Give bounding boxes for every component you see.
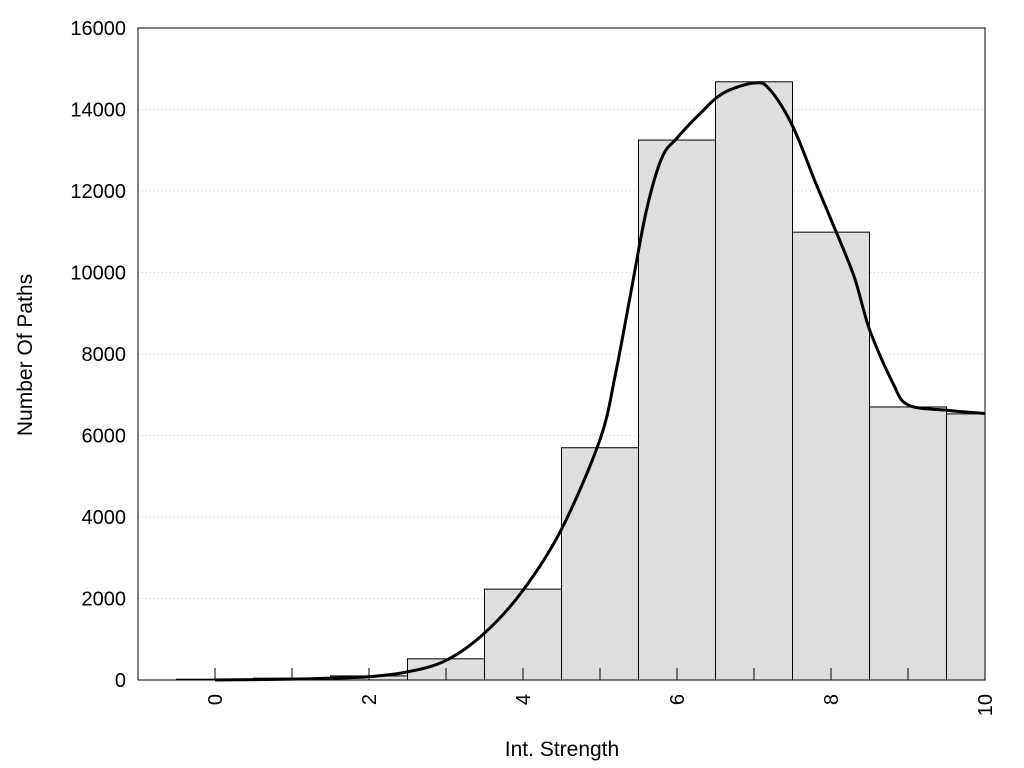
curves — [214, 81, 986, 682]
x-tick-label: 8 — [821, 694, 843, 705]
x-tick-label: 6 — [667, 694, 689, 705]
histogram-bar — [792, 231, 870, 681]
y-tick-label: 6000 — [82, 426, 127, 448]
histogram-bar — [561, 447, 639, 681]
plot-border — [137, 27, 986, 681]
plot-frame — [137, 27, 986, 681]
y-tick-label: 12000 — [70, 181, 126, 203]
x-tick-label: 4 — [513, 694, 535, 705]
y-tick-label: 4000 — [82, 507, 127, 529]
y-tick-label: 16000 — [70, 18, 126, 40]
histogram-bar — [484, 588, 562, 681]
y-tick-label: 8000 — [82, 344, 127, 366]
y-tick-label: 2000 — [82, 589, 127, 611]
y-ticks: 0 2000 4000 6000 8000 10000 12000 14000 16000 — [70, 18, 126, 692]
y-tick-label: 10000 — [70, 263, 126, 285]
histogram-bar — [715, 81, 793, 681]
x-axis-title: Int. Strength — [505, 738, 619, 761]
x-tick-label: 0 — [205, 694, 227, 705]
y-axis-title: Number Of Paths — [14, 274, 37, 436]
y-tick-label: 0 — [115, 670, 126, 692]
histogram-bar — [869, 406, 947, 681]
bars — [176, 81, 986, 681]
histogram-bar — [946, 413, 986, 681]
x-tick-label: 2 — [359, 694, 381, 705]
density-curve — [214, 81, 986, 682]
x-tick-label: 10 — [975, 694, 997, 716]
y-tick-label: 14000 — [70, 100, 126, 122]
x-ticks: 0 2 4 6 8 10 — [205, 668, 997, 716]
histogram-bar — [638, 139, 716, 681]
